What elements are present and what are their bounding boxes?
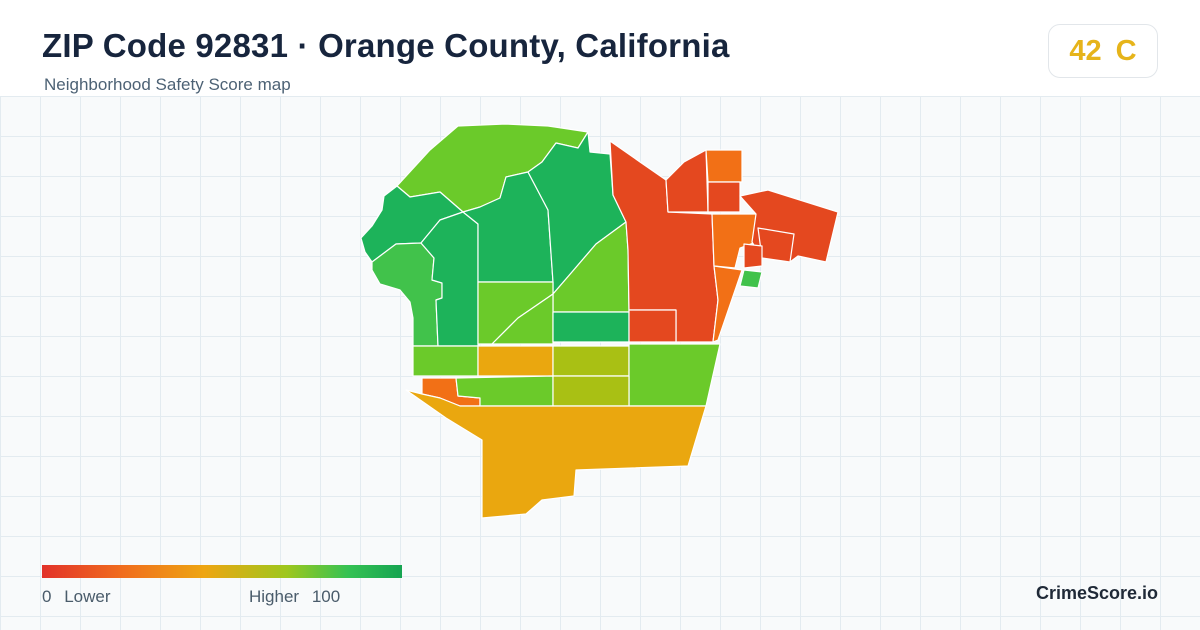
- neighborhood-band-west[interactable]: [412, 345, 479, 377]
- legend-high-label: Higher: [249, 587, 300, 606]
- legend-gradient-bar: [42, 565, 402, 578]
- header: [0, 0, 1200, 96]
- neighborhood-center-green[interactable]: [552, 311, 630, 343]
- brand-logo-text[interactable]: CrimeScore.io: [1035, 583, 1158, 603]
- neighborhood-east-red-stack[interactable]: [707, 181, 741, 213]
- legend-low-label: Lower: [64, 587, 111, 606]
- score-value: 42: [1069, 34, 1102, 67]
- neighborhood-band-olive[interactable]: [552, 345, 630, 377]
- neighborhood-band-orange[interactable]: [477, 345, 554, 377]
- neighborhood-east-green-dot[interactable]: [739, 269, 763, 289]
- neighborhood-band-east[interactable]: [628, 343, 721, 407]
- neighborhood-east-orange-top[interactable]: [705, 149, 743, 183]
- neighborhood-lower-olive[interactable]: [552, 375, 630, 407]
- page-subtitle: Neighborhood Safety Score map: [44, 75, 291, 94]
- neighborhood-east-red-cell-a[interactable]: [757, 227, 795, 263]
- score-grade: C: [1115, 34, 1137, 67]
- legend-low-value: 0: [42, 587, 52, 606]
- legend-low: 0 Lower: [42, 587, 111, 607]
- page-title: ZIP Code 92831 · Orange County, Californ…: [42, 27, 730, 64]
- neighborhood-east-red-north[interactable]: [665, 149, 709, 213]
- legend-high: Higher 100: [249, 587, 340, 607]
- legend-high-value: 100: [311, 587, 341, 606]
- safety-score-badge: 42 C: [1048, 24, 1158, 78]
- neighborhood-west[interactable]: [371, 242, 443, 347]
- neighborhood-south[interactable]: [405, 389, 707, 519]
- neighborhood-east-red-cell-b[interactable]: [743, 243, 763, 269]
- neighborhood-east-red-south[interactable]: [628, 309, 677, 343]
- neighborhood-east-orange-strip[interactable]: [712, 265, 743, 343]
